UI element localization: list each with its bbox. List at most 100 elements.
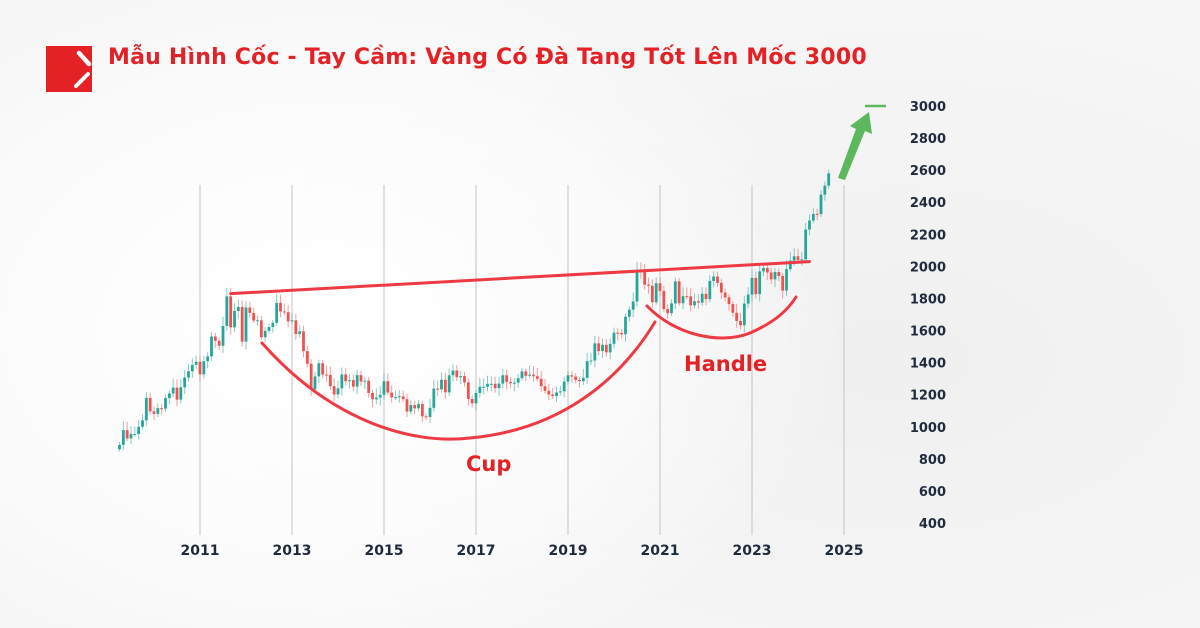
candle — [236, 299, 240, 319]
candle — [233, 303, 236, 333]
candle — [413, 400, 417, 415]
candle-body — [708, 280, 712, 299]
candle-body — [121, 430, 125, 445]
candle-body — [551, 394, 555, 396]
candle — [765, 263, 769, 281]
candle — [263, 327, 267, 343]
candle-body — [635, 270, 639, 302]
candle — [133, 426, 137, 437]
candle-body — [378, 394, 382, 398]
candle-body — [719, 282, 723, 293]
candle-body — [198, 361, 202, 375]
candle-body — [355, 375, 359, 387]
candle-body — [336, 388, 340, 395]
candle-body — [777, 271, 781, 277]
candle-body — [175, 387, 179, 400]
candle — [121, 421, 125, 451]
candle — [543, 378, 547, 394]
candle-body — [516, 378, 520, 383]
candle — [328, 366, 332, 391]
candle-body — [394, 397, 397, 399]
candle-body — [436, 388, 440, 390]
candle — [578, 377, 581, 388]
y-tick-label: 1800 — [910, 292, 946, 307]
candle — [535, 368, 539, 382]
candle-body — [279, 302, 282, 312]
candle — [516, 374, 520, 388]
candle — [497, 377, 501, 396]
candle-body — [321, 363, 325, 375]
candle-body — [156, 408, 160, 414]
candle — [332, 378, 336, 402]
x-tick-label: 2015 — [365, 543, 404, 559]
candle-body — [765, 267, 769, 273]
candle — [662, 285, 666, 312]
candle — [735, 303, 739, 328]
candle-body — [804, 229, 808, 260]
candle — [294, 313, 298, 341]
candle — [217, 337, 221, 351]
candle — [551, 388, 555, 400]
candle — [397, 390, 401, 403]
candle — [374, 388, 378, 405]
candle-body — [187, 371, 190, 378]
candle — [478, 377, 482, 398]
candle — [785, 260, 788, 296]
candle-body — [528, 374, 532, 376]
candle — [769, 267, 773, 285]
candle — [532, 365, 535, 382]
candle-body — [382, 381, 386, 395]
candle — [681, 287, 685, 310]
candle — [489, 376, 493, 392]
candle-body — [256, 320, 259, 322]
candle-body — [202, 361, 206, 375]
candle — [673, 277, 677, 310]
candle — [125, 421, 129, 442]
candle — [190, 358, 194, 379]
candle-body — [566, 375, 570, 382]
candle — [566, 370, 570, 385]
candle-body — [440, 379, 443, 390]
candle-body — [290, 320, 294, 322]
candle — [704, 287, 708, 306]
candle-body — [754, 277, 758, 295]
candle-body — [206, 356, 210, 362]
candle-body — [666, 309, 670, 314]
candle-body — [459, 376, 463, 378]
candle-body — [340, 374, 344, 389]
candle-body — [424, 416, 428, 418]
candle — [313, 372, 317, 393]
y-tick-label: 1000 — [910, 421, 946, 436]
candle — [723, 288, 727, 302]
candle — [624, 313, 627, 342]
candle — [248, 301, 252, 319]
candle-body — [309, 363, 313, 390]
candle-body — [501, 375, 505, 384]
candle — [597, 336, 601, 356]
up-arrow-icon — [838, 112, 872, 180]
candle — [290, 313, 294, 325]
candle — [509, 376, 512, 389]
candle — [447, 368, 451, 396]
candle-body — [512, 382, 516, 384]
candle — [336, 380, 340, 399]
candle-body — [305, 351, 309, 364]
candle — [616, 328, 620, 341]
x-tick-label: 2011 — [181, 543, 220, 559]
candle-body — [252, 312, 256, 321]
candle — [474, 389, 478, 411]
candle-body — [673, 281, 677, 304]
candle — [455, 365, 459, 382]
candle — [581, 369, 585, 385]
x-tick-label: 2019 — [549, 543, 588, 559]
candle-body — [731, 304, 735, 313]
candle-body — [137, 426, 141, 434]
y-tick-label: 800 — [919, 453, 946, 468]
candle-body — [643, 271, 647, 285]
candle — [298, 325, 302, 338]
candle-body — [489, 383, 493, 385]
candle — [405, 393, 409, 418]
candle-body — [739, 320, 742, 326]
candle-body — [808, 220, 811, 230]
candle-body — [505, 375, 509, 382]
